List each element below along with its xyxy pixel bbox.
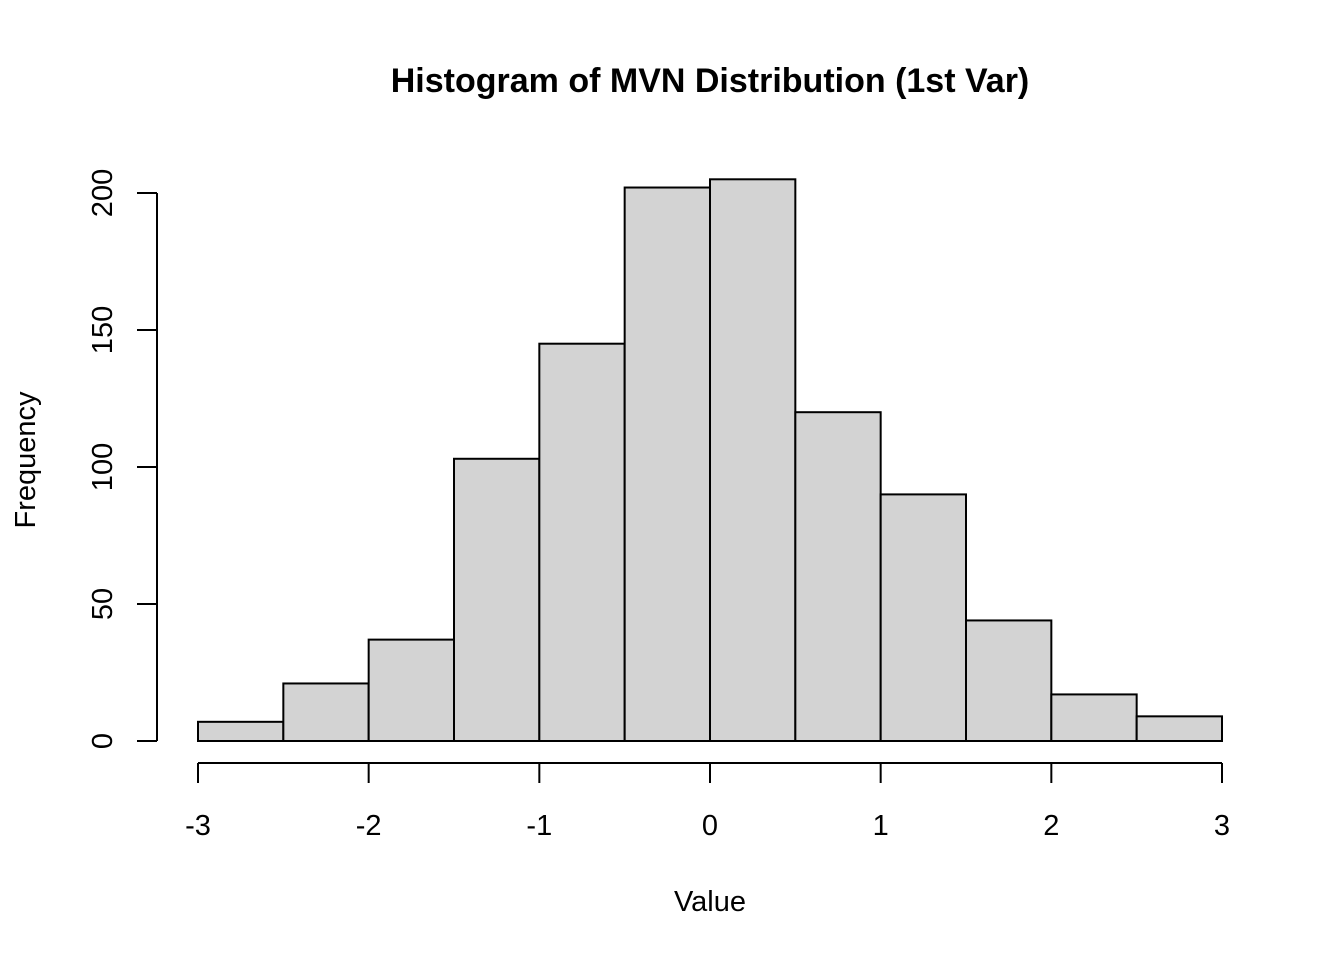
y-tick-label: 0 bbox=[87, 733, 119, 749]
histogram-bar bbox=[1135, 715, 1223, 743]
histogram-bar bbox=[367, 638, 455, 742]
chart-title: Histogram of MVN Distribution (1st Var) bbox=[391, 62, 1030, 100]
histogram-bar bbox=[1050, 693, 1138, 742]
x-axis-title: Value bbox=[674, 886, 746, 918]
x-tick-label: 2 bbox=[1043, 810, 1059, 842]
y-tick-label: 150 bbox=[87, 306, 119, 354]
x-axis: -3 -2 -1 0 1 2 3 bbox=[185, 762, 1230, 842]
histogram-bar bbox=[197, 720, 285, 743]
x-tick-label: 0 bbox=[702, 810, 718, 842]
x-tick-label: 3 bbox=[1214, 810, 1230, 842]
x-tick-label: -2 bbox=[356, 810, 382, 842]
x-tick-label: 1 bbox=[873, 810, 889, 842]
x-tick-label: -1 bbox=[526, 810, 552, 842]
y-tick-label: 50 bbox=[87, 588, 119, 620]
y-axis: 0 50 100 150 200 bbox=[87, 169, 158, 749]
y-axis-title: Frequency bbox=[10, 391, 42, 529]
histogram-bar bbox=[794, 411, 882, 742]
histogram-bar bbox=[538, 342, 626, 742]
histogram-bar bbox=[453, 457, 541, 742]
y-tick-label: 100 bbox=[87, 443, 119, 491]
histogram-bar bbox=[709, 178, 797, 743]
histogram-bar bbox=[282, 682, 370, 743]
y-tick-label: 200 bbox=[87, 169, 119, 217]
histogram-bars bbox=[197, 178, 1223, 743]
histogram-bar bbox=[965, 619, 1053, 742]
histogram-bar bbox=[879, 493, 968, 742]
x-tick-label: -3 bbox=[185, 810, 211, 842]
histogram-bar bbox=[623, 186, 712, 742]
